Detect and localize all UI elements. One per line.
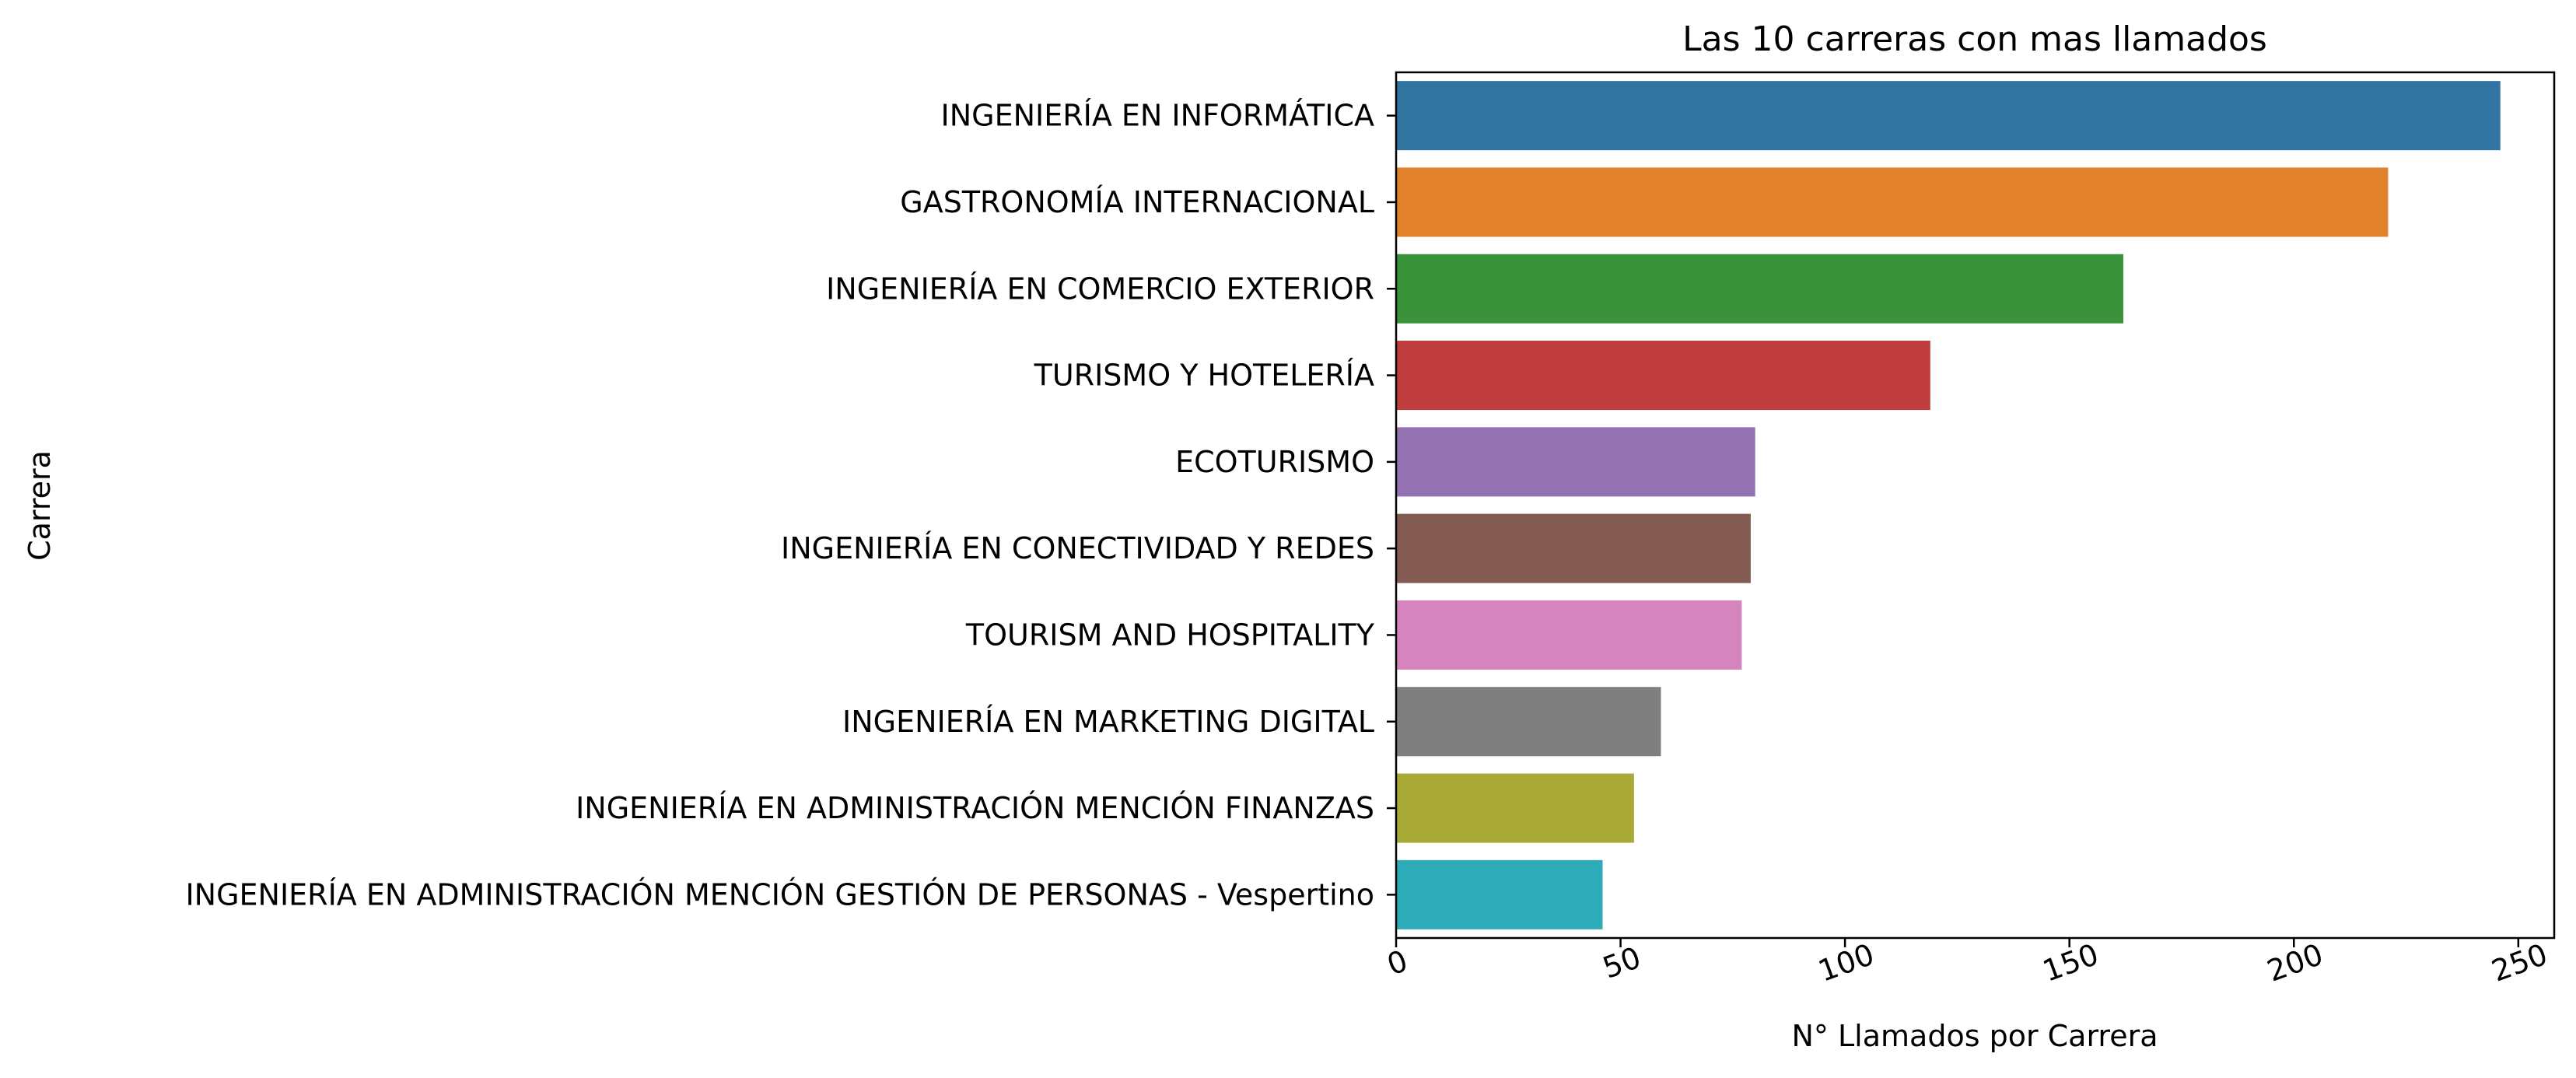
x-axis-label: N° Llamados por Carrera xyxy=(1792,1019,2158,1053)
y-tick-label: ECOTURISMO xyxy=(1175,445,1374,479)
x-tick-label: 50 xyxy=(1598,940,1645,985)
y-tick-label: INGENIERÍA EN MARKETING DIGITAL xyxy=(842,705,1374,739)
bar xyxy=(1396,427,1755,497)
y-tick-label: GASTRONOMÍA INTERNACIONAL xyxy=(900,185,1374,219)
y-tick-label: INGENIERÍA EN ADMINISTRACIÓN MENCIÓN GES… xyxy=(185,877,1374,912)
bar xyxy=(1396,254,2123,324)
bar xyxy=(1396,341,1930,411)
x-tick-label: 250 xyxy=(2487,937,2552,989)
bar xyxy=(1396,687,1661,757)
y-axis-ticks: INGENIERÍA EN INFORMÁTICA GASTRONOMÍA INT… xyxy=(185,99,1396,912)
bars-group xyxy=(1396,81,2501,929)
plot-frame xyxy=(1395,71,2556,940)
x-tick-label: 0 xyxy=(1383,943,1412,982)
y-tick-label: TURISMO Y HOTELERÍA xyxy=(1034,359,1374,393)
bar xyxy=(1396,167,2389,237)
bar xyxy=(1396,600,1742,670)
bar xyxy=(1396,81,2501,151)
bar xyxy=(1396,859,1603,929)
chart-title: Las 10 carreras con mas llamados xyxy=(1682,19,2267,59)
x-tick-label: 100 xyxy=(1814,937,1878,989)
y-tick-label: INGENIERÍA EN COMERCIO EXTERIOR xyxy=(826,271,1374,306)
x-tick-label: 200 xyxy=(2263,937,2327,989)
x-axis-ticks: 0 50 100 150 200 250 xyxy=(1383,937,2552,989)
y-axis-label: Carrera xyxy=(23,450,57,561)
y-tick-label: INGENIERÍA EN INFORMÁTICA xyxy=(940,99,1374,133)
bar xyxy=(1396,513,1751,583)
bar xyxy=(1396,773,1634,843)
y-tick-label: TOURISM AND HOSPITALITY xyxy=(965,618,1375,652)
y-tick-label: INGENIERÍA EN ADMINISTRACIÓN MENCIÓN FIN… xyxy=(576,791,1374,825)
x-tick-label: 150 xyxy=(2039,937,2103,989)
y-tick-label: INGENIERÍA EN CONECTIVIDAD Y REDES xyxy=(781,531,1374,565)
